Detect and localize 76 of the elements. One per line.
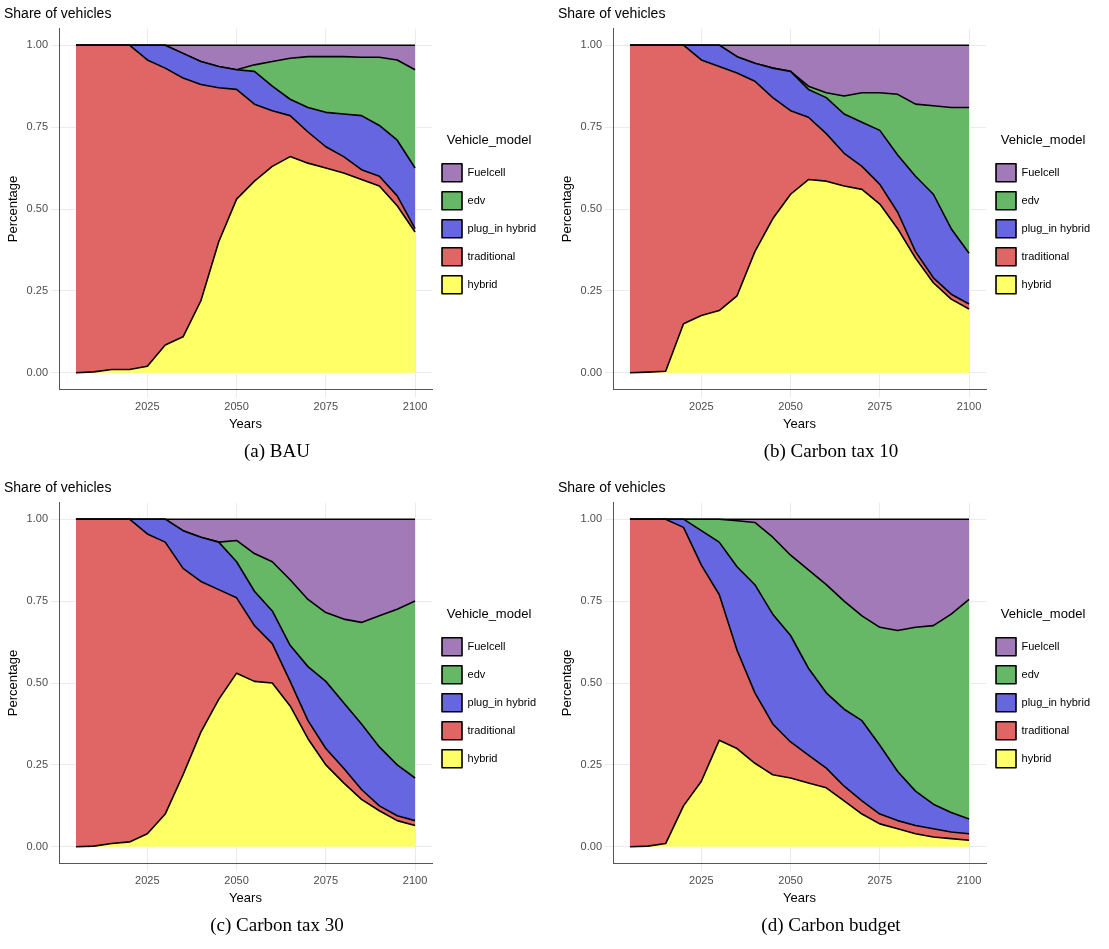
y-axis-title: Percentage	[5, 175, 21, 243]
chart-title: Share of vehicles	[4, 479, 112, 496]
y-tick-label: 0.50	[580, 202, 603, 215]
y-tick-label: 0.25	[580, 283, 603, 296]
legend-label: edv	[467, 193, 486, 206]
legend-label: edv	[1021, 667, 1040, 680]
legend-label: hybrid	[1021, 277, 1052, 290]
x-tick-label: 2025	[689, 399, 714, 412]
legend-label: hybrid	[467, 751, 498, 764]
x-tick-label: 2050	[778, 873, 803, 886]
legend-title: Vehicle_model	[446, 606, 532, 622]
y-tick-label: 0.50	[26, 202, 49, 215]
x-tick-label: 2100	[402, 873, 428, 886]
y-tick-label: 0.00	[26, 839, 49, 852]
legend-label: traditional	[467, 249, 516, 262]
x-tick-label: 2100	[402, 399, 428, 412]
y-tick-label: 0.00	[580, 365, 603, 378]
text: (a) BAU	[243, 440, 311, 462]
y-tick-label: 0.25	[26, 757, 49, 770]
y-tick-label: 0.25	[580, 757, 603, 770]
x-axis-title: Years	[229, 415, 263, 431]
legend-label: traditional	[1021, 723, 1070, 736]
x-tick-label: 2075	[867, 873, 893, 886]
x-tick-label: 2050	[224, 873, 249, 886]
legend-label: Fuelcell	[1021, 165, 1060, 178]
legend-label: Fuelcell	[1021, 639, 1060, 652]
x-tick-label: 2025	[689, 873, 714, 886]
y-tick-label: 0.00	[580, 839, 603, 852]
legend-title: Vehicle_model	[1000, 606, 1086, 622]
y-tick-label: 0.00	[26, 365, 49, 378]
text: (c) Carbon tax 30	[209, 914, 345, 936]
legend-label: plug_in hybrid	[1021, 695, 1091, 708]
x-axis-title: Years	[783, 889, 817, 905]
legend-label: Fuelcell	[467, 165, 506, 178]
legend-label: plug_in hybrid	[467, 221, 537, 234]
text: (d) Carbon budget	[760, 914, 902, 936]
y-tick-label: 1.00	[26, 512, 49, 525]
chart-title: Share of vehicles	[558, 5, 666, 22]
text: (b) Carbon tax 10	[762, 440, 900, 462]
y-tick-label: 0.75	[580, 594, 603, 607]
y-tick-label: 1.00	[26, 38, 49, 51]
x-tick-label: 2050	[224, 399, 249, 412]
x-tick-label: 2075	[867, 399, 893, 412]
x-tick-label: 2050	[778, 399, 803, 412]
y-axis-title: Percentage	[5, 649, 21, 717]
x-tick-label: 2100	[956, 873, 982, 886]
y-tick-label: 0.25	[26, 283, 49, 296]
legend-label: plug_in hybrid	[467, 695, 537, 708]
x-tick-label: 2025	[135, 399, 160, 412]
legend-label: edv	[467, 667, 486, 680]
x-tick-label: 2075	[313, 873, 339, 886]
legend-title: Vehicle_model	[1000, 132, 1086, 148]
legend-label: plug_in hybrid	[1021, 221, 1091, 234]
x-tick-label: 2075	[313, 399, 339, 412]
legend-label: hybrid	[1021, 751, 1052, 764]
y-tick-label: 0.50	[26, 676, 49, 689]
y-axis-title: Percentage	[559, 649, 575, 717]
chart-title: Share of vehicles	[4, 5, 112, 22]
legend-label: edv	[1021, 193, 1040, 206]
y-tick-label: 0.50	[580, 676, 603, 689]
y-tick-label: 0.75	[580, 120, 603, 133]
legend-label: traditional	[1021, 249, 1070, 262]
legend-label: Fuelcell	[467, 639, 506, 652]
legend-label: hybrid	[467, 277, 498, 290]
x-tick-label: 2025	[135, 873, 160, 886]
x-axis-title: Years	[229, 889, 263, 905]
legend-title: Vehicle_model	[446, 132, 532, 148]
y-axis-title: Percentage	[559, 175, 575, 243]
y-tick-label: 0.75	[26, 594, 49, 607]
legend-label: traditional	[467, 723, 516, 736]
y-tick-label: 0.75	[26, 120, 49, 133]
y-tick-label: 1.00	[580, 38, 603, 51]
x-tick-label: 2100	[956, 399, 982, 412]
chart-title: Share of vehicles	[558, 479, 666, 496]
x-axis-title: Years	[783, 415, 817, 431]
y-tick-label: 1.00	[580, 512, 603, 525]
